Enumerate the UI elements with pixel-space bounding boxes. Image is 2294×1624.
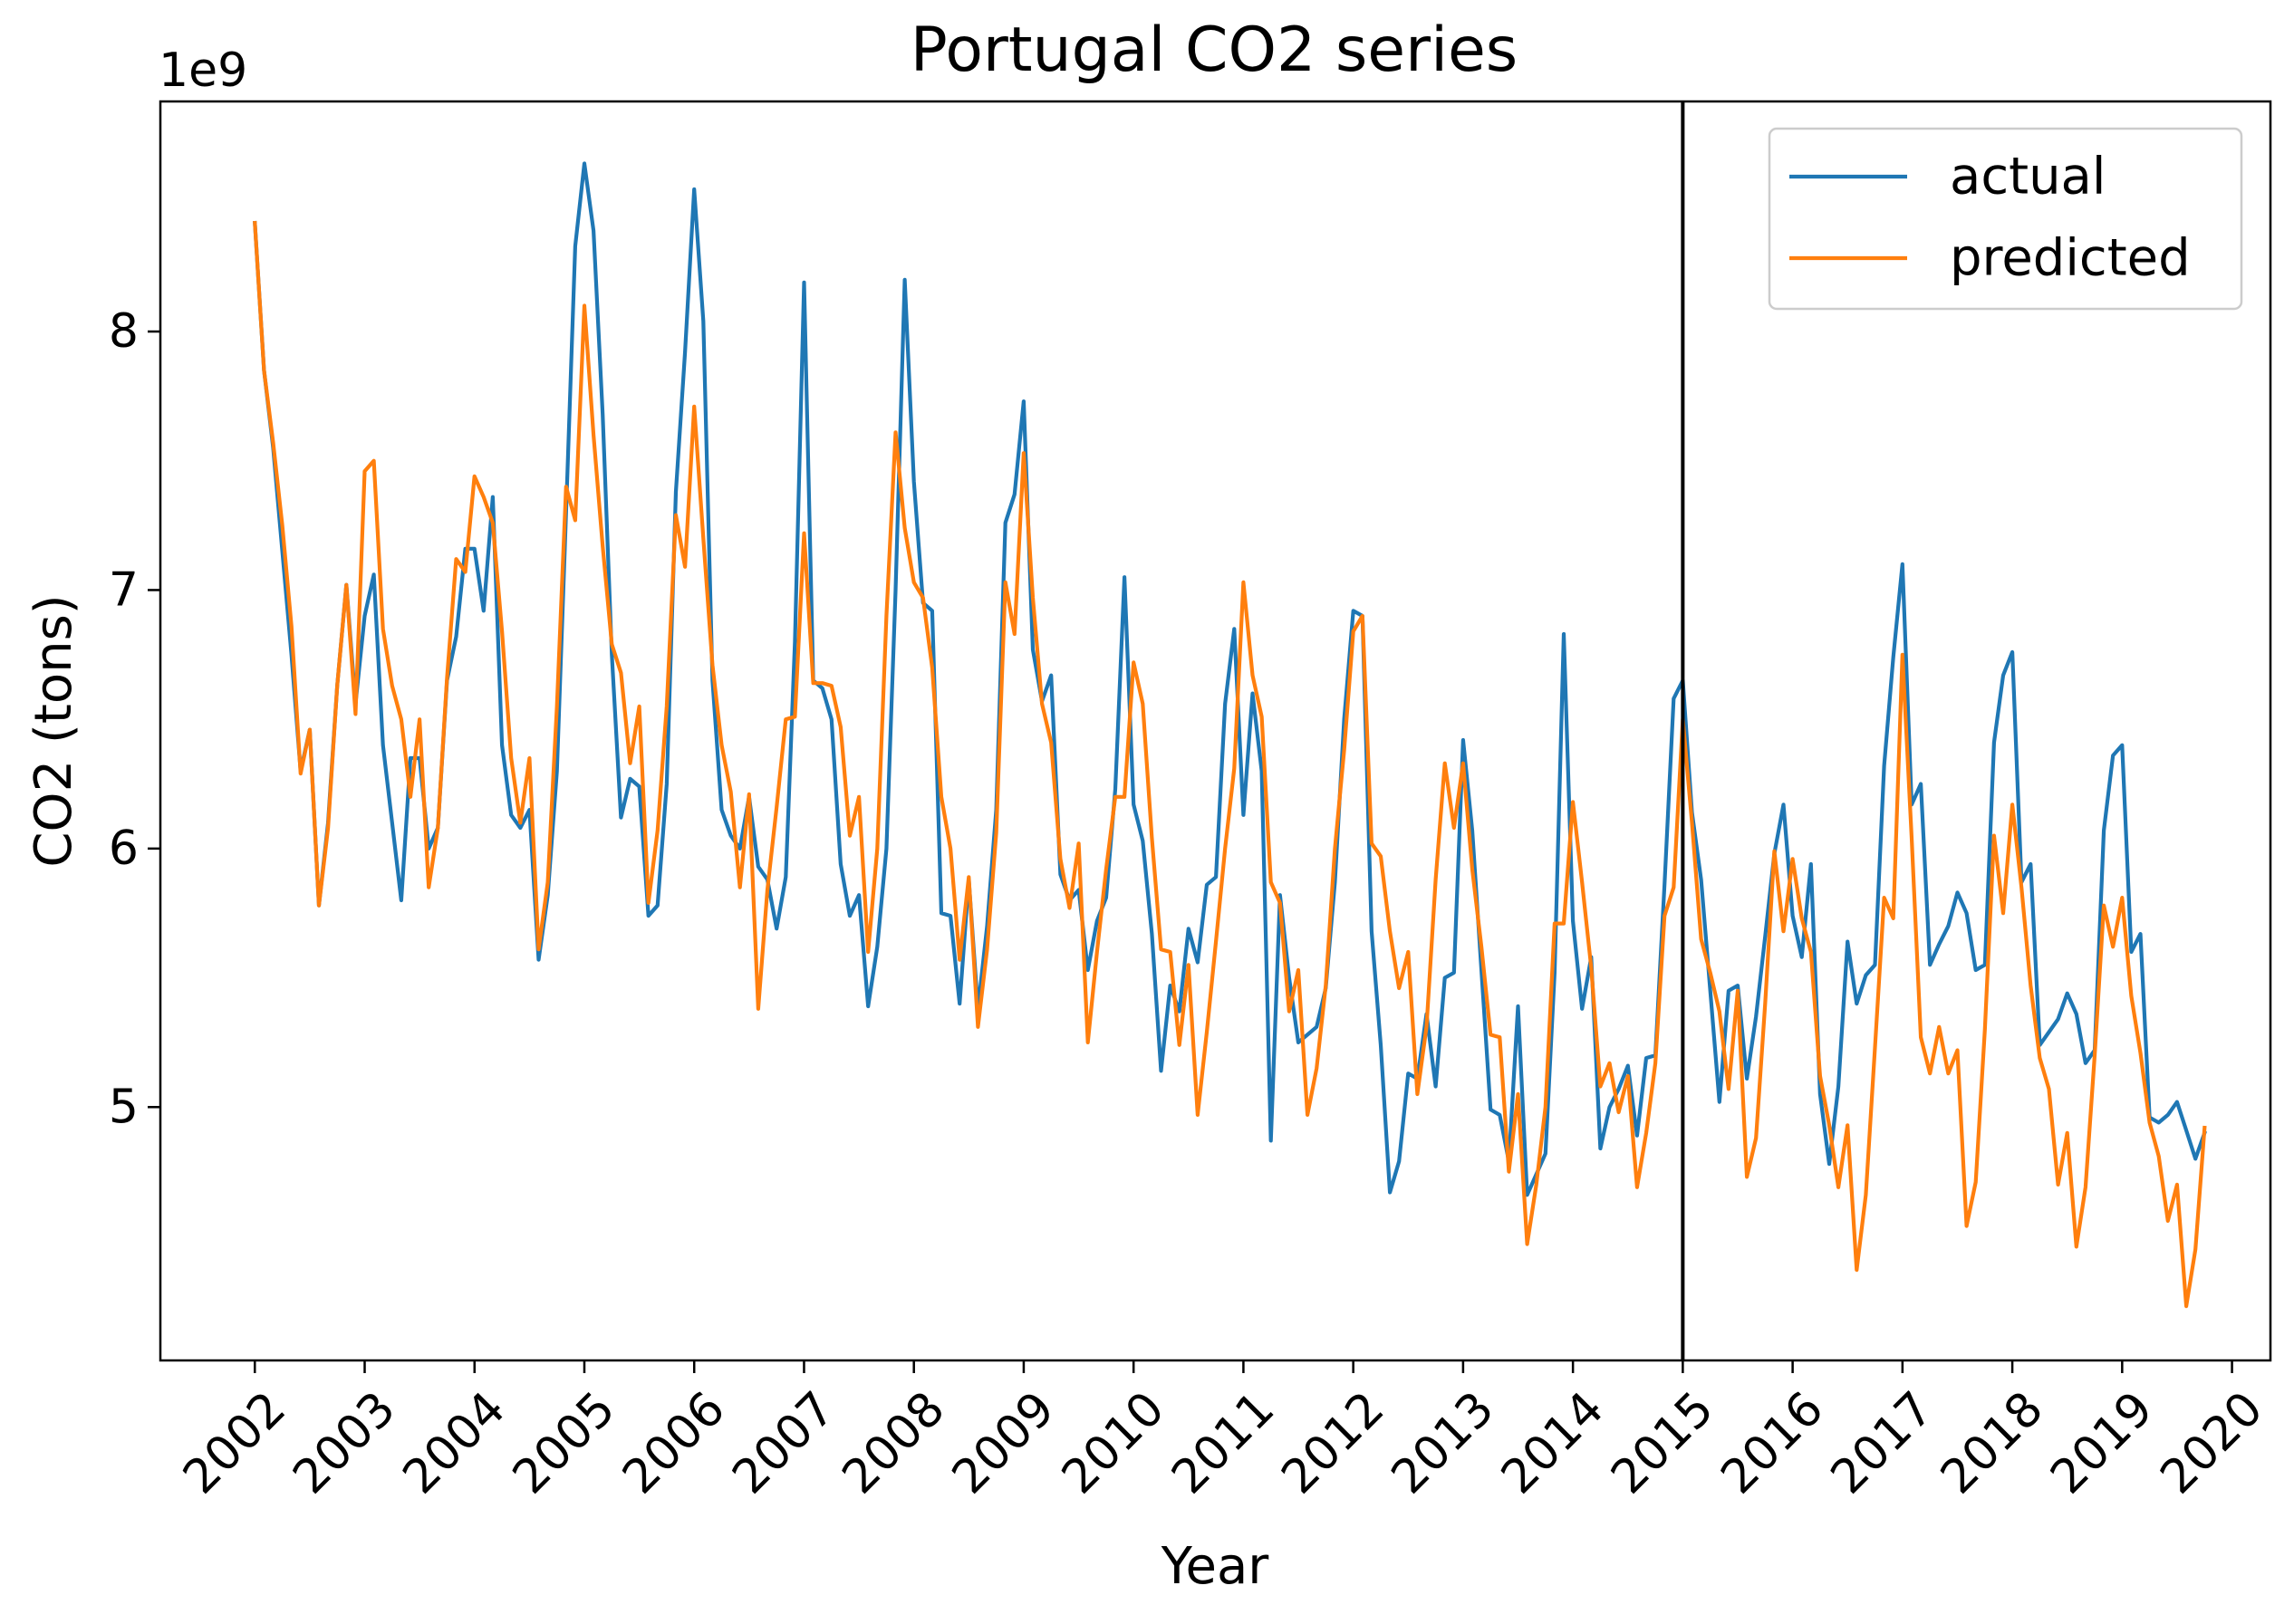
series-layer [253,161,2207,1309]
y-offset-label: 1e9 [159,43,247,98]
chart-title: Portugal CO2 series [911,14,1518,86]
x-axis-label: Year [1161,1537,1270,1596]
legend-label-actual: actual [1950,148,2106,207]
y-tick-label: 6 [109,822,139,876]
legend-box [1768,127,2243,311]
legend: actual predicted [1768,127,2243,311]
plot-frame [159,100,2272,1362]
y-tick-label: 8 [109,304,139,359]
series-line-actual [253,161,2207,1197]
series-line-predicted [253,220,2207,1309]
y-axis-label: CO2 (tons) [24,594,83,867]
y-tick-label: 7 [109,562,139,617]
legend-label-predicted: predicted [1950,229,2191,288]
y-tick-label: 5 [109,1080,139,1134]
